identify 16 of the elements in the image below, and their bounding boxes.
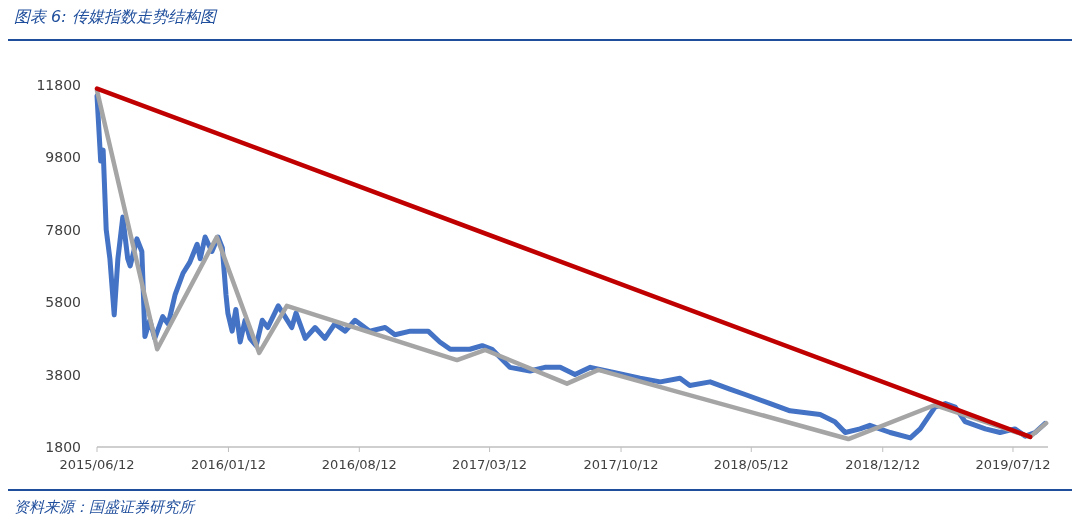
y-tick-label: 5800 (45, 294, 81, 311)
y-tick-label: 11800 (36, 76, 81, 93)
y-tick-label: 1800 (45, 438, 81, 455)
y-tick-label: 7800 (45, 221, 81, 238)
x-tick-label: 2017/10/12 (583, 457, 659, 472)
chart-title: 图表 6: 传媒指数走势结构图 (14, 7, 218, 26)
x-tick-label: 2019/07/12 (975, 457, 1051, 472)
x-tick-label: 2018/12/12 (845, 457, 921, 472)
x-tick-label: 2016/01/12 (191, 457, 266, 472)
x-tick-label: 2017/03/12 (452, 457, 528, 472)
y-tick-label: 9800 (45, 149, 81, 166)
x-tick-label: 2018/05/12 (713, 457, 789, 472)
text: 资料来源：国盛证券研究所 (14, 498, 196, 516)
x-tick-label: 2015/06/12 (59, 457, 135, 472)
y-tick-label: 3800 (45, 366, 81, 383)
x-tick-label: 2016/08/12 (321, 457, 397, 472)
